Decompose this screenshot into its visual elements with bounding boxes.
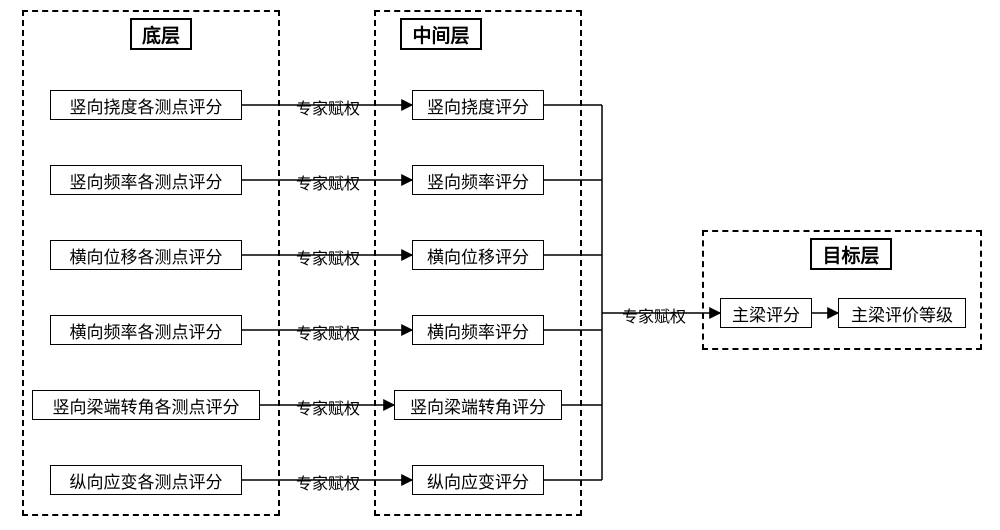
edge-label-mid-target: 专家赋权	[622, 303, 686, 327]
bottom_nodes-node-5: 纵向应变各测点评分	[50, 465, 242, 495]
edge-label-btm-mid-0: 专家赋权	[296, 95, 360, 119]
middle_nodes-node-1: 竖向频率评分	[412, 165, 544, 195]
middle_nodes-node-0: 竖向挠度评分	[412, 90, 544, 120]
bottom_nodes-node-2: 横向位移各测点评分	[50, 240, 242, 270]
edge-label-btm-mid-3: 专家赋权	[296, 320, 360, 344]
bottom_nodes-node-3: 横向频率各测点评分	[50, 315, 242, 345]
middle_nodes-node-2: 横向位移评分	[412, 240, 544, 270]
bottom_nodes-node-4: 竖向梁端转角各测点评分	[32, 390, 260, 420]
middle_nodes-node-4: 竖向梁端转角评分	[394, 390, 562, 420]
edge-label-btm-mid-1: 专家赋权	[296, 170, 360, 194]
target_nodes-node-1: 主梁评价等级	[838, 298, 966, 328]
middle_nodes-node-5: 纵向应变评分	[412, 465, 544, 495]
bottom_nodes-node-1: 竖向频率各测点评分	[50, 165, 242, 195]
target_nodes-node-0: 主梁评分	[720, 298, 812, 328]
edge-label-btm-mid-5: 专家赋权	[296, 470, 360, 494]
edge-label-btm-mid-2: 专家赋权	[296, 245, 360, 269]
group-header-middle: 中间层	[400, 18, 482, 50]
middle_nodes-node-3: 横向频率评分	[412, 315, 544, 345]
group-header-bottom: 底层	[130, 18, 192, 50]
edge-label-btm-mid-4: 专家赋权	[296, 395, 360, 419]
group-header-target: 目标层	[810, 238, 892, 270]
bottom_nodes-node-0: 竖向挠度各测点评分	[50, 90, 242, 120]
